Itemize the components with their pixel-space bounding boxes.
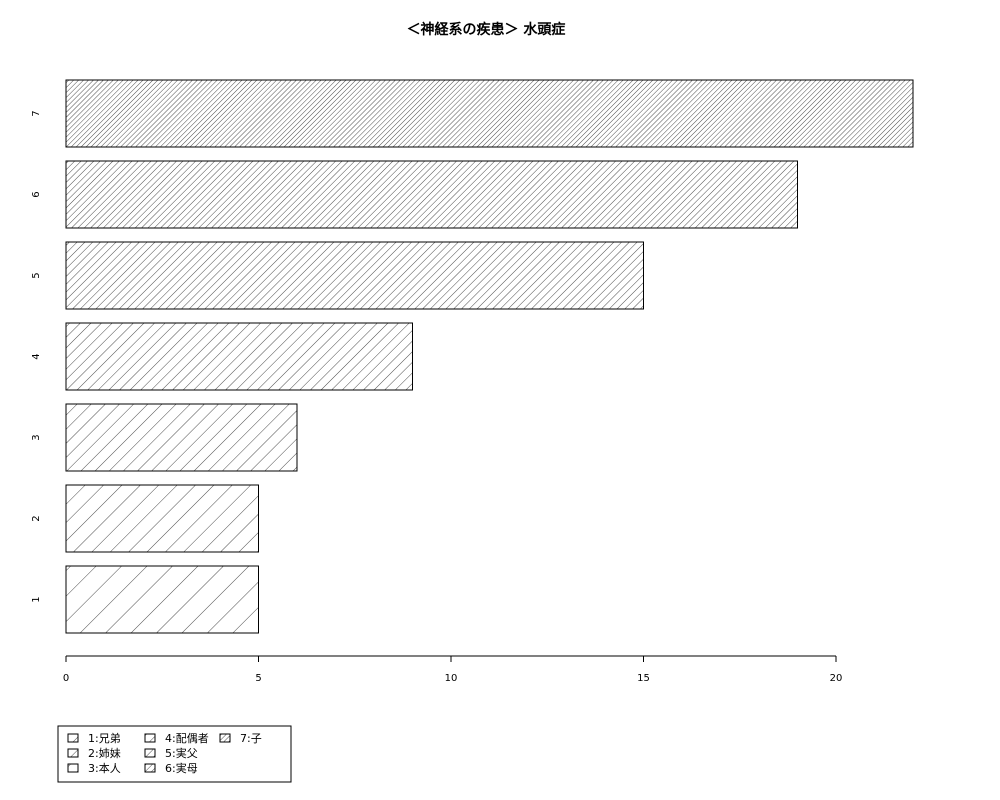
x-axis: 0 5 10 15 20 — [63, 655, 843, 684]
legend-label: 5:実父 — [165, 746, 198, 760]
x-tick-label: 15 — [637, 673, 650, 684]
legend-label: 7:子 — [240, 732, 262, 745]
y-tick-label: 4 — [31, 353, 42, 359]
legend-swatch — [144, 763, 156, 773]
legend-swatch — [67, 763, 79, 773]
bar-4 — [65, 322, 413, 391]
legend-box — [57, 725, 292, 783]
y-tick-label: 7 — [31, 110, 42, 116]
y-tick-label: 2 — [31, 515, 42, 521]
legend-label: 3:本人 — [88, 761, 121, 775]
x-tick-label: 0 — [63, 673, 69, 684]
legend-swatch — [144, 748, 156, 758]
y-tick-label: 6 — [31, 191, 42, 197]
bar-2 — [65, 484, 259, 553]
legend-swatch — [219, 733, 231, 743]
bar-1 — [65, 565, 259, 634]
x-tick-label: 20 — [830, 673, 843, 684]
bars-group — [65, 79, 914, 634]
chart-title: ＜神経系の疾患＞ 水頭症 — [407, 21, 566, 38]
y-tick-label: 3 — [31, 434, 42, 440]
bar-6 — [65, 160, 798, 229]
y-tick-label: 5 — [31, 272, 42, 278]
bar-7 — [65, 79, 914, 148]
legend-swatch — [67, 748, 79, 758]
y-tick-label: 1 — [31, 596, 42, 602]
x-tick-label: 10 — [445, 673, 458, 684]
bar-3 — [65, 403, 298, 472]
legend-label: 4:配偶者 — [165, 732, 209, 745]
legend-label: 2:姉妹 — [88, 746, 121, 760]
y-tick-labels: 1 2 3 4 5 6 7 — [31, 110, 42, 602]
legend-label: 6:実母 — [165, 761, 198, 775]
x-tick-label: 5 — [255, 673, 261, 684]
legend-label: 1:兄弟 — [88, 732, 121, 745]
legend-swatch — [144, 733, 156, 743]
bar-5 — [65, 241, 644, 310]
legend-swatch — [67, 733, 79, 743]
